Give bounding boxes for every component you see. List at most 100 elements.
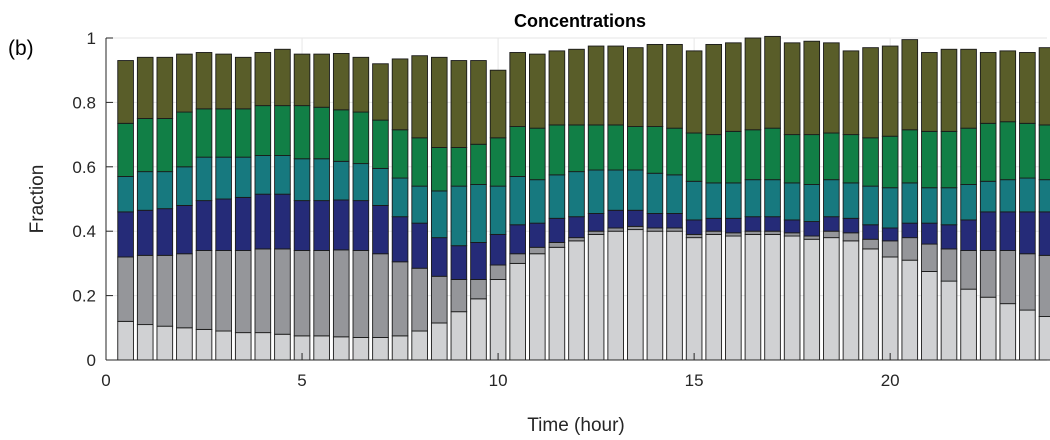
bar-segment-4 [411,185,428,224]
bar-segment-5 [999,121,1017,181]
bar-segment-3 [509,224,526,255]
bar-segment-5 [607,124,624,171]
bar-segment-6 [293,53,311,107]
bar-segment-6 [607,45,624,126]
bar-stack [646,43,664,361]
bar-segment-1 [548,246,566,361]
bar-segment-3 [940,224,958,250]
bar-segment-6 [627,47,644,127]
bar-segment-4 [234,156,252,198]
bar-segment-5 [293,105,311,160]
bar-segment-3 [391,216,409,263]
bar-segment-5 [1019,122,1036,179]
bar-segment-1 [509,262,526,361]
bar-segment-1 [587,233,605,361]
bar-segment-6 [823,42,840,134]
bar-segment-5 [725,130,742,184]
bar-segment-4 [979,180,997,213]
bar-segment-6 [881,45,899,137]
bar-segment-4 [803,184,821,222]
bar-segment-1 [352,337,370,361]
bar-segment-2 [489,264,507,280]
bar-segment-6 [489,69,507,139]
bar-segment-5 [489,137,507,187]
bar-stack [136,56,154,361]
bar-segment-3 [646,213,664,229]
bar-segment-1 [372,337,389,361]
bar-segment-1 [117,320,134,361]
bar-stack [764,35,781,361]
bar-stack [548,50,566,361]
bar-segment-6 [450,60,468,148]
bar-segment-1 [234,332,252,361]
bar-segment-3 [921,222,938,245]
bar-segment-2 [293,250,311,337]
bar-segment-5 [470,143,487,185]
bar-segment-6 [215,53,232,110]
bar-segment-3 [999,211,1017,251]
bar-segment-5 [254,105,272,156]
bar-segment-1 [568,240,585,361]
y-tick-label: 0.2 [72,287,96,306]
x-tick-label: 10 [489,371,508,390]
bar-stack [450,60,468,361]
bar-segment-4 [509,176,526,226]
bar-segment-6 [803,40,821,136]
bar-segment-6 [391,58,409,131]
bar-segment-4 [999,179,1017,213]
bar-stack [705,43,723,361]
bar-segment-2 [685,233,703,239]
bar-segment-3 [587,213,605,232]
bar-segment-4 [881,187,899,229]
bar-segment-4 [254,155,272,195]
bar-segment-1 [646,230,664,361]
bar-segment-1 [274,333,291,361]
bar-stack [979,52,997,361]
bar-stack [901,39,919,361]
bar-segment-6 [666,43,683,129]
bar-segment-3 [372,204,389,255]
bar-segment-3 [744,216,762,232]
bar-segment-3 [842,217,860,234]
bar-segment-3 [332,199,350,251]
bar-segment-4 [470,184,487,243]
bar-segment-1 [529,253,546,361]
bar-segment-2 [156,254,174,327]
bar-stack [234,56,252,361]
bar-segment-1 [470,298,487,361]
bar-segment-1 [705,233,723,361]
bar-segment-3 [156,208,174,256]
bar-segment-2 [960,250,977,290]
bar-segment-2 [411,267,428,332]
bar-segment-5 [352,111,370,165]
bar-stack [529,53,546,361]
bar-segment-1 [685,237,703,361]
bar-stack [372,63,389,361]
chart-title: Concentrations [514,11,646,31]
bar-segment-2 [646,227,664,232]
x-tick-label: 5 [297,371,306,390]
bar-segment-3 [1038,211,1050,256]
bar-segment-4 [332,160,350,201]
bar-segment-6 [646,43,664,127]
bar-segment-2 [607,227,624,232]
bar-segment-6 [901,39,919,131]
bar-stack [823,42,840,361]
bar-segment-1 [744,233,762,361]
bar-segment-2 [979,250,997,298]
bar-segment-4 [921,187,938,224]
y-tick-label: 1 [87,29,96,48]
bar-segment-4 [725,182,742,219]
bar-segment-2 [548,242,566,248]
bar-segment-5 [940,130,958,189]
bar-segment-2 [705,230,723,235]
bar-stack [940,48,958,361]
bar-segment-2 [332,249,350,338]
bar-segment-2 [764,230,781,235]
bar-segment-5 [979,122,997,182]
bar-stack [881,45,899,361]
bar-segment-1 [921,271,938,361]
bar-stack [1019,52,1036,361]
bar-segment-2 [372,253,389,338]
